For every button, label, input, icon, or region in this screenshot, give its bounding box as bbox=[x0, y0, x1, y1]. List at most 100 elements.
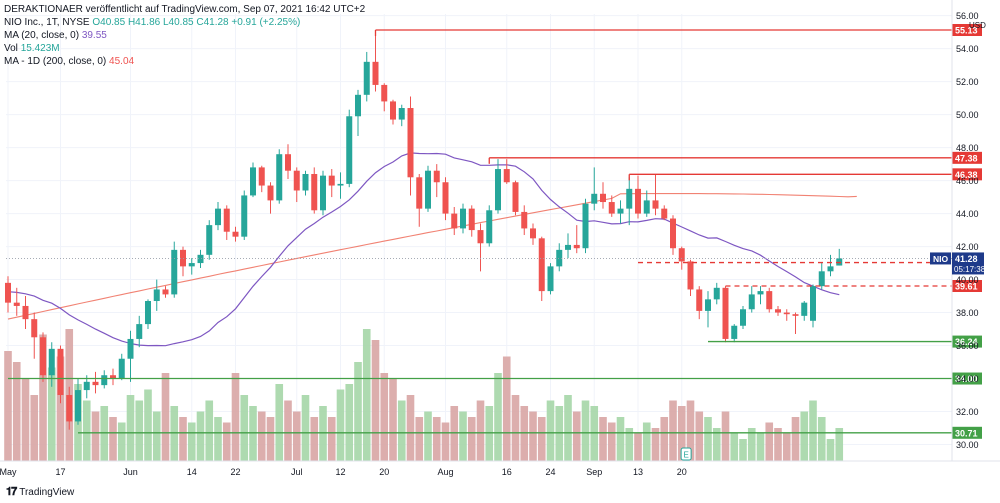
level-label: 36.24 bbox=[955, 337, 978, 347]
candle bbox=[705, 291, 711, 328]
candle bbox=[241, 190, 248, 240]
candle bbox=[486, 205, 493, 247]
volume-bar bbox=[782, 433, 791, 461]
candle bbox=[145, 299, 151, 330]
volume-bar bbox=[485, 406, 494, 461]
grid bbox=[6, 14, 952, 461]
volume-bar bbox=[686, 400, 695, 461]
volume-bar bbox=[100, 406, 109, 461]
volume-bar bbox=[809, 400, 817, 461]
tradingview-footer[interactable]: 𝟏𝟕 TradingView bbox=[6, 486, 74, 499]
volume-bar bbox=[380, 373, 389, 461]
candle bbox=[722, 286, 729, 343]
volume-bar bbox=[590, 406, 599, 461]
candle bbox=[801, 301, 808, 321]
earnings-marker-label: E bbox=[683, 451, 688, 460]
volume-bar bbox=[826, 439, 835, 461]
time-axis: May 17 Jun 14 22 Jul 12 20 Aug 16 24 Sep 13 20 E bbox=[0, 447, 1000, 477]
candle bbox=[582, 198, 589, 254]
candle-body bbox=[31, 319, 38, 338]
candle-body bbox=[451, 213, 458, 229]
price-tick-label: 44.00 bbox=[956, 209, 979, 219]
volume-bar bbox=[424, 411, 432, 461]
volume-bar bbox=[502, 356, 511, 461]
ohlc-values: O40.85 H41.86 L40.85 C41.28 +0.91 (+2.25… bbox=[92, 17, 301, 28]
candle-body bbox=[215, 208, 221, 226]
level-tag bbox=[952, 168, 982, 181]
level-label: 39.61 bbox=[955, 281, 978, 291]
candle-body bbox=[13, 302, 20, 306]
candle bbox=[766, 287, 773, 313]
candle-body bbox=[250, 167, 256, 196]
candle-body bbox=[617, 208, 624, 214]
volume-bar bbox=[529, 411, 537, 461]
volume-bar bbox=[214, 417, 222, 461]
candle-body bbox=[643, 200, 650, 214]
volume-bar bbox=[774, 428, 782, 461]
ma20-path bbox=[7, 152, 840, 347]
candle bbox=[460, 203, 466, 234]
volume-bar bbox=[4, 351, 12, 461]
candle bbox=[57, 345, 64, 404]
attribution-text: DERAKTIONAER veröffentlicht auf TradingV… bbox=[4, 4, 366, 15]
candle-body bbox=[722, 287, 729, 339]
candle-body bbox=[775, 309, 781, 313]
candle-body bbox=[75, 390, 81, 422]
volume-bar bbox=[712, 428, 721, 461]
time-tick-label: May bbox=[0, 467, 17, 477]
volume-bar bbox=[249, 406, 257, 461]
candle bbox=[110, 368, 116, 386]
candle bbox=[573, 225, 580, 254]
price-tick-label: 50.00 bbox=[956, 110, 979, 120]
candle bbox=[258, 165, 265, 193]
level-label: 30.71 bbox=[955, 428, 978, 438]
candle bbox=[600, 182, 606, 209]
volume-bar bbox=[222, 422, 231, 461]
candle-body bbox=[110, 375, 116, 379]
volume-bar bbox=[345, 384, 354, 461]
candle bbox=[521, 205, 528, 236]
candle-body bbox=[705, 299, 711, 311]
candle-body bbox=[293, 170, 300, 191]
candle bbox=[136, 315, 143, 348]
volume-bar bbox=[389, 378, 397, 461]
candle-body bbox=[320, 175, 326, 211]
candle bbox=[311, 167, 318, 214]
candle-body bbox=[206, 225, 213, 255]
volume-bar bbox=[257, 411, 266, 461]
volume-bar bbox=[432, 417, 441, 461]
volume-bar bbox=[126, 395, 135, 461]
time-tick-label: Aug bbox=[437, 467, 453, 477]
candle-body bbox=[101, 375, 108, 386]
candle-body bbox=[66, 395, 73, 422]
candle-body bbox=[468, 208, 475, 231]
level-label: 34.00 bbox=[955, 374, 978, 384]
candle-body bbox=[783, 312, 790, 315]
ma20-line bbox=[7, 152, 840, 347]
candle bbox=[442, 177, 449, 221]
volume-bar bbox=[56, 356, 65, 461]
level-label: 47.38 bbox=[955, 153, 978, 163]
price-tick-label: 54.00 bbox=[956, 44, 979, 54]
candle-body bbox=[433, 170, 440, 183]
candle-body bbox=[801, 302, 808, 316]
price-tick-label: 40.00 bbox=[956, 275, 979, 285]
volume-bar bbox=[572, 411, 581, 461]
candle bbox=[713, 282, 720, 305]
candle-body bbox=[547, 266, 554, 292]
candle-body bbox=[600, 193, 606, 203]
time-tick-label: Jun bbox=[123, 467, 138, 477]
candle-body bbox=[678, 248, 685, 262]
candle-body bbox=[276, 154, 283, 201]
candle bbox=[188, 258, 195, 275]
candle-body bbox=[556, 249, 563, 267]
candle-body bbox=[792, 314, 799, 316]
candle bbox=[687, 259, 694, 297]
candle bbox=[591, 167, 598, 211]
candle bbox=[372, 32, 379, 92]
symbol-tag bbox=[930, 252, 951, 265]
candle bbox=[285, 144, 291, 179]
candle-body bbox=[407, 108, 414, 178]
volume-bar bbox=[109, 417, 117, 461]
